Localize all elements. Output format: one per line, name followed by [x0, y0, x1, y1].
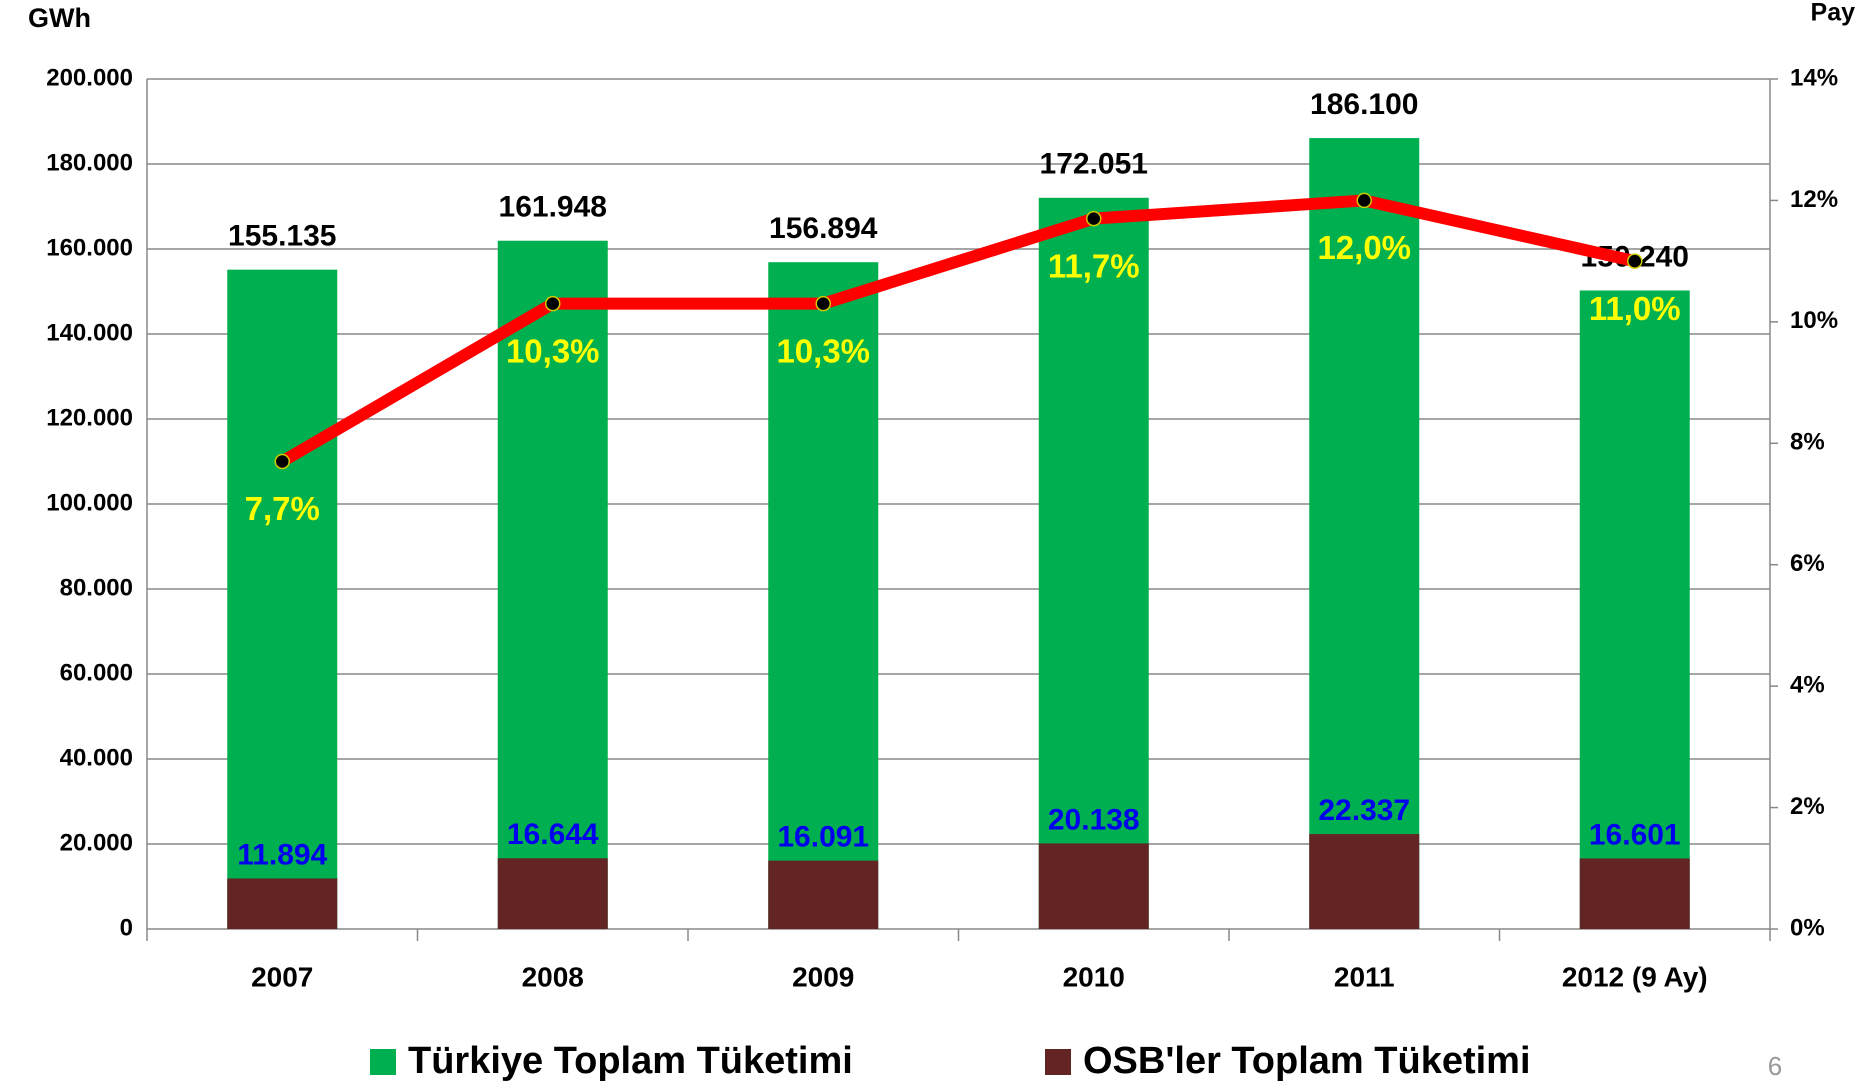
data-label: 16.644	[507, 818, 599, 851]
bar	[1579, 290, 1690, 930]
y-tick-label: 140.000	[46, 319, 133, 346]
x-tick-label: 2012 (9 Ay)	[1562, 961, 1708, 992]
bar	[1309, 834, 1420, 929]
bar	[227, 878, 338, 929]
data-label: 155.135	[228, 220, 336, 253]
line	[276, 194, 1641, 468]
y2-tick-label: 0%	[1790, 914, 1825, 941]
y-tick-label: 200.000	[46, 64, 133, 91]
line-point	[1086, 210, 1102, 227]
y2-tick-label: 4%	[1790, 671, 1825, 698]
x-tick-label: 2007	[251, 961, 313, 992]
y2-tick-label: 2%	[1790, 793, 1825, 820]
data-label: 11.894	[237, 838, 327, 871]
y-tick-label: 160.000	[46, 234, 133, 261]
data-label: 22.337	[1318, 794, 1410, 827]
line-point	[815, 295, 831, 312]
data-label: 161.948	[499, 191, 607, 224]
y2-tick-label: 6%	[1790, 550, 1825, 577]
page-number: 6	[1768, 1051, 1782, 1081]
x-tick-label: 2010	[1063, 961, 1125, 992]
legend-swatch	[1045, 1049, 1071, 1075]
bar	[1579, 858, 1690, 929]
y2-tick-label: 10%	[1790, 307, 1838, 334]
legend-label: Türkiye Toplam Tüketimi	[408, 1040, 853, 1081]
legend-swatch	[370, 1049, 396, 1075]
line-point	[1356, 192, 1372, 209]
data-label: 11,7%	[1048, 247, 1140, 284]
x-tick-label: 2008	[522, 961, 584, 992]
y-tick-label: 180.000	[46, 149, 133, 176]
bar	[497, 858, 608, 929]
line-point	[1627, 253, 1643, 269]
y-axis-label: GWh	[28, 3, 91, 33]
bar	[768, 262, 879, 929]
line-point	[274, 453, 290, 470]
data-label: 20.138	[1048, 803, 1140, 836]
data-label: 16.601	[1589, 818, 1681, 851]
y2-tick-label: 12%	[1790, 186, 1838, 213]
y2-tick-label: 14%	[1790, 64, 1838, 91]
data-label: 186.100	[1310, 88, 1418, 121]
y-tick-label: 100.000	[46, 489, 133, 516]
x-tick-label: 2011	[1334, 961, 1395, 992]
x-tick-label: 2009	[792, 961, 854, 992]
data-label: 156.894	[769, 212, 878, 245]
bar	[1038, 843, 1149, 929]
data-label: 11,0%	[1589, 290, 1681, 327]
y-tick-label: 20.000	[60, 829, 133, 856]
data-label: 10,3%	[776, 332, 870, 369]
y-tick-label: 120.000	[46, 404, 133, 431]
y2-tick-label: 8%	[1790, 429, 1825, 456]
data-label: 10,3%	[506, 332, 600, 369]
y-tick-label: 60.000	[60, 659, 133, 686]
bar	[1309, 138, 1420, 929]
line-point	[545, 295, 561, 312]
data-label: 16.091	[777, 821, 869, 854]
bar	[497, 240, 608, 929]
data-label: 7,7%	[245, 490, 320, 527]
data-label: 12,0%	[1317, 229, 1411, 266]
bar	[1038, 197, 1149, 929]
legend-label: OSB'ler Toplam Tüketimi	[1083, 1040, 1531, 1081]
y-tick-label: 0	[120, 914, 133, 941]
y-tick-label: 40.000	[60, 744, 133, 771]
bar	[227, 269, 338, 929]
data-label: 172.051	[1040, 148, 1148, 181]
bar	[768, 860, 879, 929]
y2-axis-label: Pay	[1811, 0, 1856, 27]
y-tick-label: 80.000	[60, 574, 133, 601]
